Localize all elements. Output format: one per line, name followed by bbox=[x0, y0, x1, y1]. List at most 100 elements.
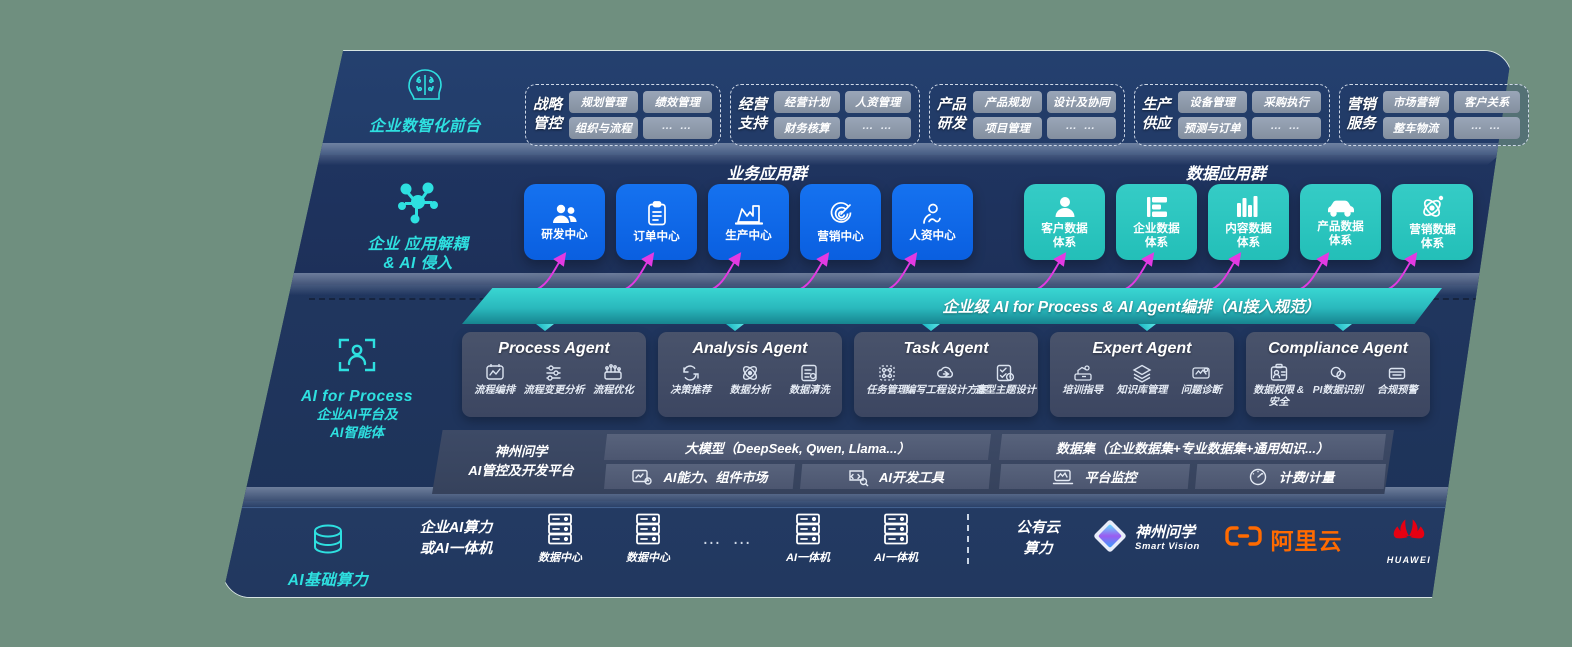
chip-more[interactable]: … … bbox=[844, 117, 911, 139]
feature-data-analysis[interactable]: 数据分析 bbox=[721, 363, 780, 397]
feature-label: 数据分析 bbox=[729, 385, 771, 396]
agent-process[interactable]: Process Agent 流程编排 流程变更分析 流程优化 bbox=[462, 332, 646, 417]
card-marketing-data[interactable]: 营销数据 体系 bbox=[1392, 184, 1473, 260]
infra-node-datacenter-1[interactable]: 数据中心 bbox=[516, 512, 604, 565]
card-hr-center[interactable]: 人资中心 bbox=[892, 184, 973, 260]
platform-cell-monitoring[interactable]: 平台监控 bbox=[999, 464, 1190, 489]
platform-cell-ai-market[interactable]: AI能力、组件市场 bbox=[604, 464, 795, 489]
chip-hr-mgmt[interactable]: 人资管理 bbox=[844, 91, 911, 113]
platform-data-column: 数据集（企业数据集+专业数据集+通用知识...） 平台监控 计费/计量 bbox=[999, 434, 1386, 489]
chip-more[interactable]: … … bbox=[1251, 117, 1321, 139]
layers-icon bbox=[1132, 364, 1152, 383]
training-icon bbox=[1074, 365, 1092, 381]
chip-finance[interactable]: 财务核算 bbox=[773, 117, 840, 139]
feature-flow-optimize[interactable]: 流程优化 bbox=[584, 363, 643, 397]
rail-label-ai-compute: AI基础算力 bbox=[287, 572, 369, 589]
rail-label-ai-for-process: AI for Process bbox=[300, 388, 414, 405]
card-enterprise-data[interactable]: 企业数据 体系 bbox=[1116, 184, 1197, 260]
card-marketing-center[interactable]: 营销中心 bbox=[800, 184, 881, 260]
agent-task[interactable]: Task Agent 任务管理 编写工程设计方案 造型主题设计 bbox=[854, 332, 1038, 417]
chip-design-collab[interactable]: 设计及协同 bbox=[1046, 91, 1116, 113]
smartvision-logo bbox=[1092, 518, 1128, 559]
vendor-huawei[interactable]: HUAWEI bbox=[1354, 513, 1464, 565]
feature-training-guide[interactable]: 培训指导 bbox=[1053, 363, 1112, 397]
infra-node-aio-2[interactable]: AI一体机 bbox=[852, 512, 940, 565]
feature-knowledge-base[interactable]: 知识库管理 bbox=[1113, 363, 1172, 397]
agent-analysis[interactable]: Analysis Agent 决策推荐 数据分析 数据清洗 bbox=[658, 332, 842, 417]
group-strategy[interactable]: 战略 管控 规划管理 绩效管理 组织与流程 … … bbox=[525, 84, 721, 146]
card-production-center[interactable]: 生产中心 bbox=[708, 184, 789, 260]
card-rd-center[interactable]: 研发中心 bbox=[524, 184, 605, 260]
feature-data-permission-security[interactable]: PI数据识别 bbox=[1309, 363, 1368, 408]
chip-procurement[interactable]: 采购执行 bbox=[1251, 91, 1321, 113]
feature-flow-orchestration[interactable]: 流程编排 bbox=[465, 363, 524, 397]
card-customer-data[interactable]: 客户数据 体系 bbox=[1024, 184, 1105, 260]
chip-vehicle-logistics[interactable]: 整车物流 bbox=[1382, 117, 1449, 139]
chip-more[interactable]: … … bbox=[1046, 117, 1116, 139]
feature-data-cleaning[interactable]: 数据清洗 bbox=[780, 363, 839, 397]
rail-label-front-office: 企业数智化前台 bbox=[368, 118, 481, 135]
chip-product-plan[interactable]: 产品规划 bbox=[972, 91, 1042, 113]
feature-compliance-alert[interactable]: 合规预警 bbox=[1368, 363, 1427, 408]
chip-performance[interactable]: 绩效管理 bbox=[642, 91, 712, 113]
factory-icon bbox=[734, 202, 763, 226]
platform-brand-line1: 神州问学 bbox=[494, 444, 548, 460]
business-group-title: 业务应用群 bbox=[727, 166, 808, 183]
platform-cell-billing[interactable]: 计费/计量 bbox=[1195, 464, 1386, 489]
front-office-groups: 战略 管控 规划管理 绩效管理 组织与流程 … … 经营 支持 经营计划 人资管理 … bbox=[525, 84, 1529, 146]
dataset-bar[interactable]: 数据集（企业数据集+专业数据集+通用知识...） bbox=[999, 434, 1386, 460]
chip-market-marketing[interactable]: 市场营销 bbox=[1382, 91, 1449, 113]
chip-forecast-order[interactable]: 预测与订单 bbox=[1177, 117, 1247, 139]
users-icon bbox=[551, 203, 579, 225]
chip-more[interactable]: … … bbox=[1453, 117, 1520, 139]
chip-project-mgmt[interactable]: 项目管理 bbox=[972, 117, 1042, 139]
card-order-center[interactable]: 订单中心 bbox=[616, 184, 697, 260]
vendor-aliyun[interactable]: 阿里云 bbox=[1212, 522, 1354, 556]
vendor-name-cn: 阿里云 bbox=[1270, 527, 1343, 554]
infra-node-datacenter-2[interactable]: 数据中心 bbox=[604, 512, 692, 565]
agent-cards: Process Agent 流程编排 流程变更分析 流程优化 Analysis … bbox=[462, 332, 1430, 417]
chip-equipment[interactable]: 设备管理 bbox=[1177, 91, 1247, 113]
feature-decision-recommend[interactable]: 决策推荐 bbox=[661, 363, 720, 397]
agent-compliance[interactable]: Compliance Agent 数据权限 & 安全 PI数据识别 合规预警 bbox=[1246, 332, 1430, 417]
cell-label: 计费/计量 bbox=[1278, 470, 1335, 485]
chip-customer-relation[interactable]: 客户关系 bbox=[1453, 91, 1520, 113]
diagnose-icon bbox=[1192, 367, 1210, 379]
person-scan-icon bbox=[262, 334, 452, 381]
group-production-supply[interactable]: 生产 供应 设备管理 采购执行 预测与订单 … … bbox=[1133, 84, 1330, 146]
feature-theme-design[interactable]: 造型主题设计 bbox=[975, 363, 1036, 397]
card-product-data[interactable]: 产品数据 体系 bbox=[1300, 184, 1381, 260]
group-operations[interactable]: 经营 支持 经营计划 人资管理 财务核算 … … bbox=[729, 84, 920, 146]
design-check-icon bbox=[997, 364, 1015, 382]
card-content-data[interactable]: 内容数据 体系 bbox=[1208, 184, 1289, 260]
devtool-icon bbox=[849, 469, 869, 486]
feature-issue-diagnosis[interactable]: 问题诊断 bbox=[1172, 363, 1231, 397]
huawei-logo bbox=[1385, 513, 1433, 552]
agent-expert[interactable]: Expert Agent 培训指导 知识库管理 问题诊断 bbox=[1050, 332, 1234, 417]
rail-label-app-decoupling-2: & AI 侵入 bbox=[383, 255, 453, 273]
platform-model-column: 大模型（DeepSeek, Qwen, Llama...） AI能力、组件市场 … bbox=[604, 434, 991, 489]
chip-business-plan[interactable]: 经营计划 bbox=[773, 91, 840, 113]
chip-more[interactable]: … … bbox=[642, 117, 712, 139]
feature-pi-data-recognition[interactable]: 数据权限 & 安全 bbox=[1249, 363, 1308, 408]
server-icon bbox=[636, 513, 660, 545]
infra-row: 企业AI算力 或AI一体机 数据中心 数据中心 … … AI一体机 AI一体机 公… bbox=[396, 512, 1464, 565]
brain-head-icon bbox=[340, 66, 510, 111]
feature-engineering-design[interactable]: 编写工程设计方案 bbox=[905, 363, 987, 397]
vendor-smartvision[interactable]: 神州问学 Smart Vision bbox=[1080, 518, 1212, 559]
platform-cell-dev-tools[interactable]: AI开发工具 bbox=[800, 464, 991, 489]
market-icon bbox=[632, 469, 653, 485]
infra-node-label: 数据中心 bbox=[538, 552, 582, 564]
agent-name: Process Agent bbox=[498, 340, 610, 357]
infra-node-aio-1[interactable]: AI一体机 bbox=[764, 512, 852, 565]
feature-label: 培训指导 bbox=[1062, 385, 1104, 396]
group-product-rd[interactable]: 产品 研发 产品规划 设计及协同 项目管理 … … bbox=[928, 84, 1125, 146]
feature-change-analysis[interactable]: 流程变更分析 bbox=[523, 363, 585, 397]
clean-data-icon bbox=[801, 364, 818, 382]
chip-org-process[interactable]: 组织与流程 bbox=[569, 117, 638, 139]
card-label: 产品数据 体系 bbox=[1317, 219, 1364, 247]
group-marketing-service[interactable]: 营销 服务 市场营销 客户关系 整车物流 … … bbox=[1338, 84, 1529, 146]
chip-planning[interactable]: 规划管理 bbox=[569, 91, 638, 113]
model-bar[interactable]: 大模型（DeepSeek, Qwen, Llama...） bbox=[604, 434, 991, 460]
feature-task-mgmt[interactable]: 任务管理 bbox=[857, 363, 916, 397]
